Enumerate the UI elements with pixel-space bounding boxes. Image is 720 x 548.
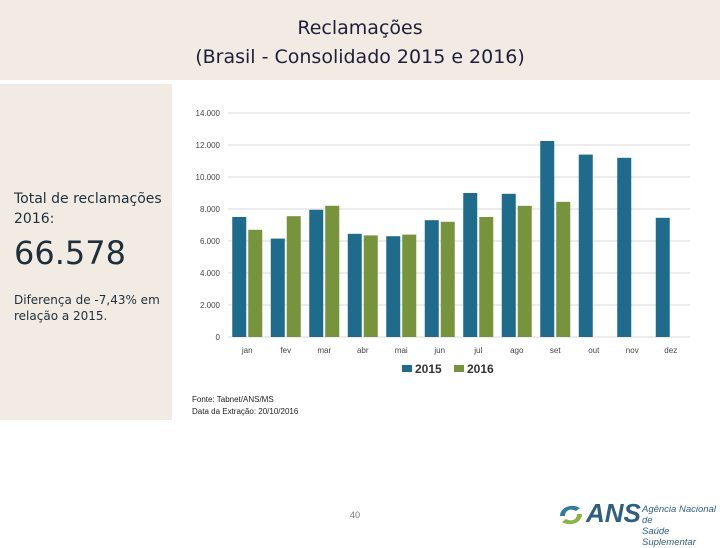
y-tick-label: 4.000 <box>200 269 221 278</box>
y-tick-label: 0 <box>216 333 221 342</box>
bar-2016-jul <box>479 217 494 337</box>
bar-2016-mai <box>402 234 417 337</box>
bar-2015-nov <box>617 157 632 337</box>
bar-chart: 0 2.000 4.000 6.000 8.000 10.000 12.000 14.000 j… <box>196 109 690 376</box>
bar-2015-set <box>540 141 555 337</box>
bar-2015-jan <box>232 217 247 337</box>
y-tick-label: 10.000 <box>196 173 221 182</box>
side-panel <box>0 84 172 420</box>
y-tick-label: 14.000 <box>196 109 221 118</box>
bar-2015-out <box>578 154 593 337</box>
title-line-1: Reclamações <box>297 17 423 39</box>
bar-2015-mar <box>309 209 324 337</box>
title-line-2: (Brasil - Consolidado 2015 e 2016) <box>195 46 525 68</box>
bar-2016-jun <box>440 221 455 337</box>
x-tick-label: jul <box>473 346 482 355</box>
bar-2016-fev <box>286 216 301 337</box>
x-tick-label: nov <box>626 346 639 355</box>
logo-wordmark: ANS <box>586 498 641 528</box>
y-tick-label: 2.000 <box>200 301 221 310</box>
y-tick-label: 12.000 <box>196 141 221 150</box>
bar-2015-abr <box>347 233 362 337</box>
page-number: 40 <box>349 510 360 520</box>
difference-note: Diferença de -7,43% em relação a 2015. <box>14 293 160 323</box>
x-tick-label: jun <box>433 346 445 355</box>
x-tick-label: set <box>550 346 561 355</box>
page-title: Reclamações (Brasil - Consolidado 2015 e… <box>0 14 720 72</box>
bar-2015-ago <box>501 193 516 337</box>
chart-panel: 0 2.000 4.000 6.000 8.000 10.000 12.000 14.000 j… <box>172 84 696 420</box>
source-note: Fonte: Tabnet/ANS/MS Data da Extração: 2… <box>192 394 298 418</box>
bar-2015-jun <box>424 220 439 337</box>
bar-2016-set <box>556 201 571 337</box>
x-tick-label: out <box>588 346 600 355</box>
legend-label-2015: 2015 <box>415 362 442 376</box>
bar-2015-dez <box>655 217 670 337</box>
x-tick-label: mai <box>395 346 408 355</box>
x-tick-label: abr <box>357 346 369 355</box>
source-line-1: Fonte: Tabnet/ANS/MS <box>192 395 274 404</box>
title-band <box>0 0 720 80</box>
x-tick-label: ago <box>510 346 524 355</box>
x-tick-label: mar <box>317 346 331 355</box>
total-label: Total de reclamações 2016: <box>14 191 162 227</box>
bar-2016-mar <box>325 205 340 337</box>
x-tick-label: jan <box>241 346 253 355</box>
legend-swatch-2015 <box>402 365 412 372</box>
legend-label-2016: 2016 <box>467 362 494 376</box>
ans-logo-icon <box>560 505 582 525</box>
ans-logo: ANS Agência Nacional de Saúde Suplementa… <box>556 498 716 548</box>
bar-2016-abr <box>363 235 378 337</box>
logo-subtitle-line-2: Saúde Suplementar <box>642 526 696 548</box>
bar-2015-jul <box>463 193 478 337</box>
logo-subtitle-line-1: Agência Nacional de <box>642 504 716 526</box>
bar-2016-jan <box>248 229 263 337</box>
y-tick-label: 6.000 <box>200 237 221 246</box>
y-tick-label: 8.000 <box>200 205 221 214</box>
bar-2015-fev <box>270 238 285 337</box>
bar-2016-ago <box>517 205 532 337</box>
bar-2015-mai <box>386 236 401 337</box>
x-tick-label: dez <box>664 346 677 355</box>
legend-swatch-2016 <box>454 365 464 372</box>
total-value: 66.578 <box>14 234 126 272</box>
x-tick-label: fev <box>280 346 291 355</box>
source-line-2: Data da Extração: 20/10/2016 <box>192 407 299 416</box>
logo-subtitle: Agência Nacional de Saúde Suplementar <box>642 504 720 548</box>
